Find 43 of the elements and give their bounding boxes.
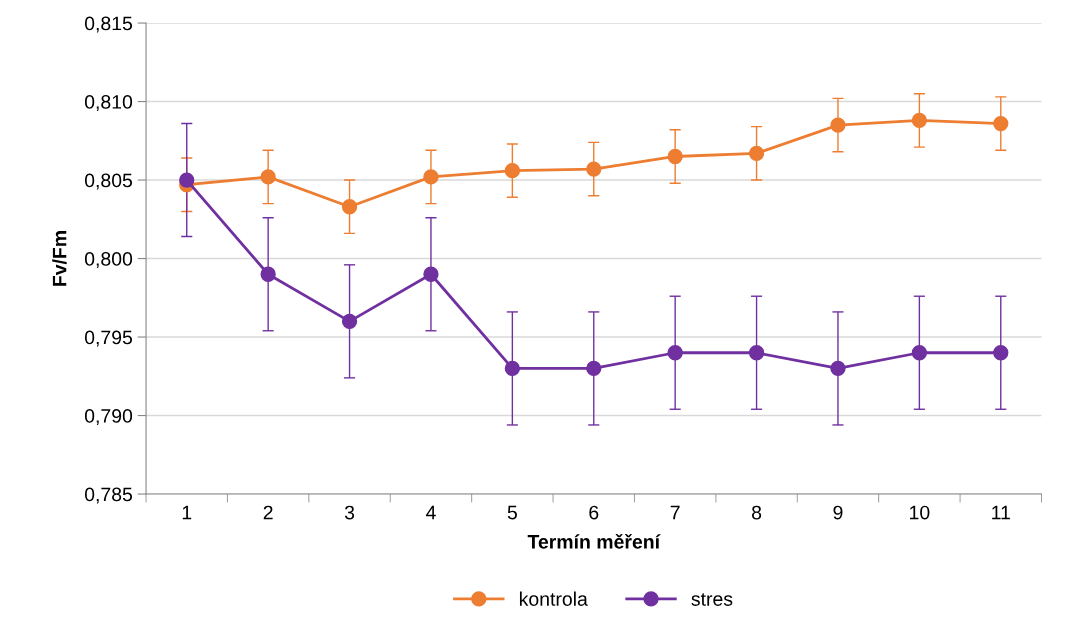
x-tick-label: 1: [182, 505, 192, 520]
y-tick-label: 0,805: [84, 173, 133, 190]
point: [586, 360, 602, 377]
point: [341, 313, 358, 329]
legend-label: kontrola: [519, 591, 588, 606]
point: [993, 345, 1009, 361]
point: [830, 360, 846, 377]
x-tick-label: 3: [344, 505, 355, 520]
point: [911, 112, 928, 129]
x-tick-label: 7: [670, 505, 680, 520]
point: [423, 169, 439, 185]
x-axis-title: Termín měření: [527, 533, 661, 549]
point: [260, 266, 276, 282]
point: [586, 161, 602, 177]
x-tick-label: 9: [833, 505, 843, 520]
y-tick-label: 0,795: [84, 330, 133, 347]
point: [993, 115, 1009, 132]
legend-label: stres: [691, 593, 733, 606]
point: [341, 199, 358, 215]
x-tick-label: 11: [992, 505, 1010, 520]
point: [423, 266, 439, 282]
point: [179, 172, 195, 188]
point: [667, 148, 683, 165]
y-axis-title: Fv/Fm: [52, 231, 67, 286]
point: [260, 169, 276, 185]
point: [504, 162, 520, 179]
y-tick-label: 0,810: [84, 95, 133, 112]
x-tick-label: 5: [507, 505, 517, 520]
y-tick-label: 0,800: [84, 252, 133, 269]
point: [504, 360, 520, 377]
point: [830, 117, 846, 133]
x-tick-label: 6: [589, 505, 599, 520]
x-tick-label: 8: [752, 505, 762, 520]
x-tick-label: 4: [425, 505, 436, 520]
point: [911, 345, 928, 361]
x-tick-label: 2: [263, 505, 273, 520]
x-tick-label: 10: [910, 505, 930, 520]
y-tick-label: 0,785: [84, 487, 133, 504]
point: [667, 345, 683, 361]
y-tick-label: 0,815: [84, 16, 133, 33]
point: [748, 345, 765, 361]
y-tick-label: 0,790: [84, 409, 133, 426]
point: [748, 145, 765, 161]
